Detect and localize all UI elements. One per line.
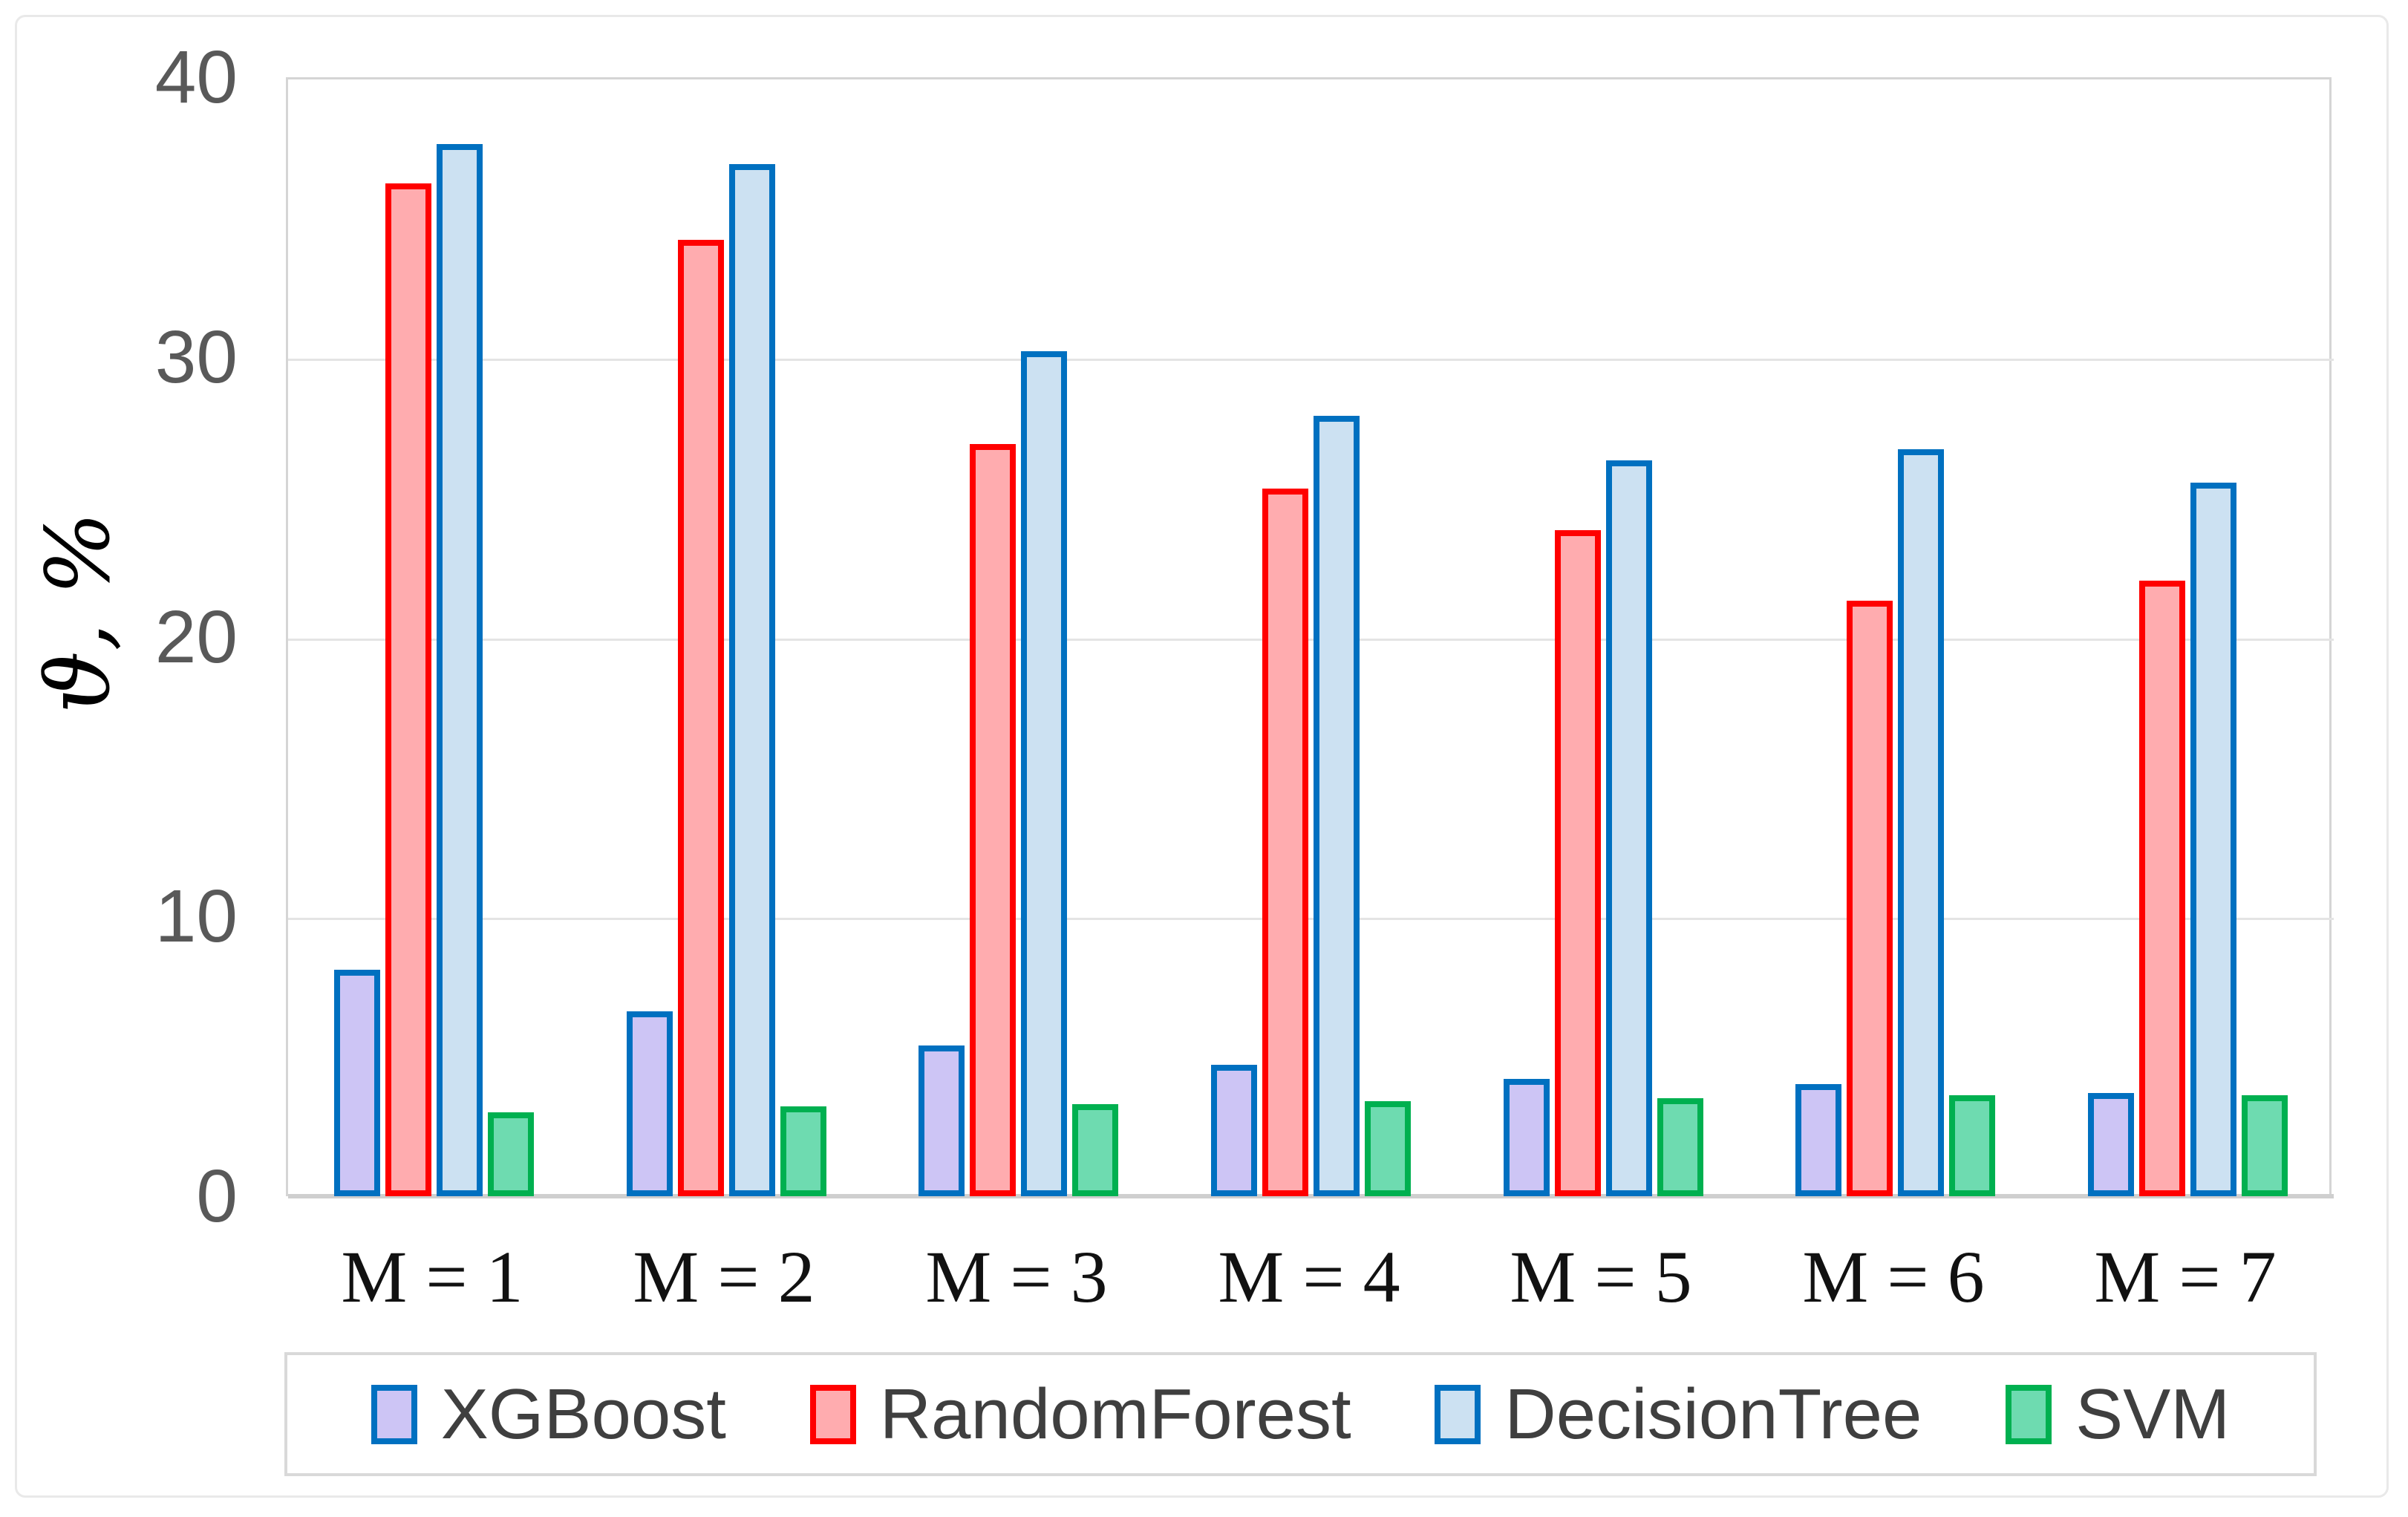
legend-label-randomforest: RandomForest	[879, 1374, 1351, 1454]
y-tick-label-0: 0	[196, 1155, 238, 1238]
bar-decisiontree-m2	[729, 164, 775, 1196]
x-label-m2: M = 2	[633, 1236, 815, 1318]
bar-svm-m7	[2242, 1095, 2288, 1196]
bar-xgboost-m1	[334, 970, 380, 1196]
bar-randomforest-m6	[1847, 601, 1893, 1196]
bar-decisiontree-m1	[437, 144, 483, 1196]
bar-xgboost-m7	[2088, 1093, 2134, 1196]
legend-swatch-svm	[2006, 1384, 2052, 1444]
bar-decisiontree-m6	[1898, 449, 1944, 1196]
legend-item-randomforest: RandomForest	[809, 1374, 1351, 1455]
bar-randomforest-m4	[1262, 489, 1308, 1196]
y-tick-label-30: 30	[154, 315, 238, 399]
legend-item-svm: SVM	[2006, 1374, 2230, 1455]
x-axis-line	[288, 1194, 2334, 1198]
bar-xgboost-m4	[1211, 1065, 1257, 1196]
bar-svm-m1	[488, 1112, 534, 1196]
legend: XGBoost RandomForest DecisionTree SVM	[284, 1352, 2317, 1476]
legend-item-decisiontree: DecisionTree	[1435, 1374, 1922, 1455]
legend-item-xgboost: XGBoost	[371, 1374, 726, 1455]
bar-svm-m2	[780, 1106, 826, 1196]
bar-decisiontree-m3	[1021, 351, 1067, 1196]
x-label-m6: M = 6	[1802, 1236, 1985, 1318]
y-tick-label-10: 10	[154, 875, 238, 959]
bar-decisiontree-m5	[1606, 460, 1652, 1196]
y-tick-label-20: 20	[154, 595, 238, 679]
x-label-m7: M = 7	[2094, 1236, 2277, 1318]
legend-label-svm: SVM	[2075, 1374, 2231, 1454]
x-label-m4: M = 4	[1218, 1236, 1400, 1318]
bar-svm-m3	[1072, 1104, 1118, 1196]
bar-randomforest-m2	[678, 240, 724, 1196]
legend-swatch-randomforest	[809, 1384, 856, 1444]
bar-xgboost-m5	[1504, 1079, 1550, 1196]
bar-decisiontree-m4	[1314, 416, 1360, 1196]
x-label-m5: M = 5	[1510, 1236, 1692, 1318]
legend-swatch-decisiontree	[1435, 1384, 1481, 1444]
y-tick-label-40: 40	[154, 36, 238, 119]
bar-xgboost-m2	[627, 1011, 673, 1196]
bar-svm-m5	[1657, 1098, 1703, 1196]
figure-frame	[15, 15, 2389, 1498]
gridline-20	[288, 638, 2334, 641]
plot-area	[286, 77, 2334, 1198]
legend-swatch-xgboost	[371, 1384, 417, 1444]
x-label-m1: M = 1	[341, 1236, 523, 1318]
bar-randomforest-m5	[1555, 530, 1601, 1196]
gridline-10	[288, 918, 2334, 921]
gridline-30	[288, 358, 2334, 361]
legend-label-decisiontree: DecisionTree	[1504, 1374, 1922, 1454]
bar-svm-m4	[1365, 1101, 1411, 1196]
legend-label-xgboost: XGBoost	[440, 1374, 726, 1454]
bar-randomforest-m3	[970, 444, 1016, 1196]
x-label-m3: M = 3	[925, 1236, 1108, 1318]
bar-xgboost-m6	[1795, 1084, 1841, 1196]
bar-randomforest-m1	[385, 183, 431, 1196]
bar-randomforest-m7	[2139, 581, 2185, 1196]
bar-xgboost-m3	[919, 1045, 965, 1196]
bar-decisiontree-m7	[2190, 483, 2236, 1196]
bar-svm-m6	[1949, 1095, 1995, 1196]
